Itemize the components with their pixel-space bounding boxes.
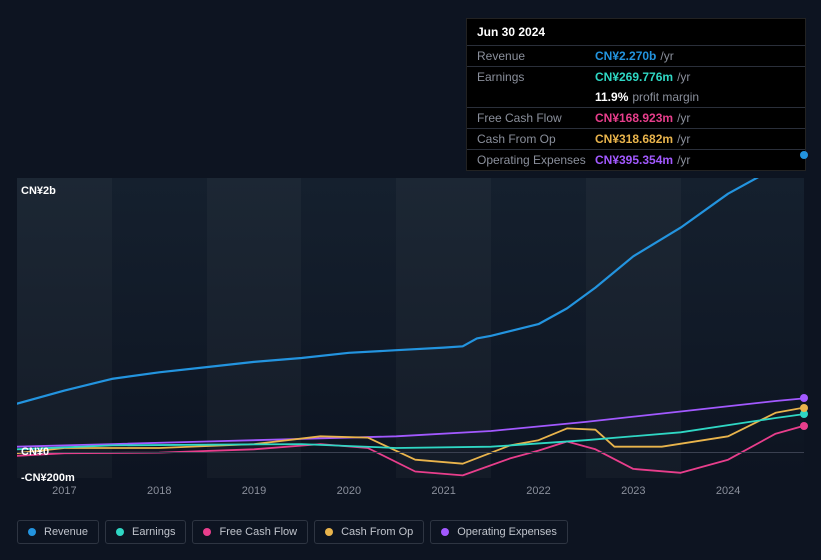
legend-label: Free Cash Flow — [219, 526, 297, 538]
y-axis-label: CN¥0 — [21, 446, 49, 458]
x-axis-label: 2022 — [526, 485, 550, 497]
tooltip-row-value: CN¥395.354m — [595, 153, 673, 167]
y-axis-label: CN¥2b — [21, 185, 56, 197]
legend-item-cash_from_op[interactable]: Cash From Op — [314, 520, 424, 544]
legend-dot-icon — [28, 528, 36, 536]
tooltip-rows: RevenueCN¥2.270b/yrEarningsCN¥269.776m/y… — [467, 45, 805, 170]
legend-label: Earnings — [132, 526, 175, 538]
tooltip-row-value: 11.9% — [595, 90, 628, 104]
x-axis-label: 2017 — [52, 485, 76, 497]
series-end-dot-cash_from_op — [800, 404, 808, 412]
x-axis-label: 2023 — [621, 485, 645, 497]
tooltip-row-suffix: /yr — [677, 70, 690, 84]
series-end-dot-revenue — [800, 151, 808, 159]
tooltip-row-label: Cash From Op — [477, 132, 595, 146]
tooltip-row-value: CN¥2.270b — [595, 49, 656, 63]
legend-item-earnings[interactable]: Earnings — [105, 520, 186, 544]
series-line-operating_expenses — [17, 398, 804, 446]
tooltip-row-suffix: profit margin — [632, 90, 699, 104]
legend-dot-icon — [116, 528, 124, 536]
series-line-revenue — [17, 178, 804, 404]
chart-lines — [17, 178, 804, 478]
legend-label: Operating Expenses — [457, 526, 557, 538]
x-axis-label: 2019 — [242, 485, 266, 497]
x-axis-label: 2020 — [337, 485, 361, 497]
data-tooltip: Jun 30 2024 RevenueCN¥2.270b/yrEarningsC… — [466, 18, 806, 171]
tooltip-row-suffix: /yr — [677, 132, 690, 146]
tooltip-row: RevenueCN¥2.270b/yr — [467, 45, 805, 66]
tooltip-row: 11.9% profit margin — [467, 87, 805, 107]
tooltip-row: Cash From OpCN¥318.682m/yr — [467, 128, 805, 149]
tooltip-row-label: Revenue — [477, 49, 595, 63]
legend-label: Revenue — [44, 526, 88, 538]
tooltip-row-suffix: /yr — [677, 111, 690, 125]
legend-dot-icon — [441, 528, 449, 536]
x-axis-label: 2024 — [716, 485, 740, 497]
series-line-free_cash_flow — [17, 426, 804, 476]
y-axis-label: -CN¥200m — [21, 472, 75, 484]
tooltip-row-label: Operating Expenses — [477, 153, 595, 167]
tooltip-row-value: CN¥168.923m — [595, 111, 673, 125]
tooltip-row: Operating ExpensesCN¥395.354m/yr — [467, 149, 805, 170]
tooltip-row-value: CN¥318.682m — [595, 132, 673, 146]
tooltip-row: EarningsCN¥269.776m/yr — [467, 66, 805, 87]
x-axis-label: 2021 — [431, 485, 455, 497]
x-axis-labels: 2017 2018 2019 2020 2021 2022 2023 2024 — [17, 485, 804, 500]
tooltip-row-label: Free Cash Flow — [477, 111, 595, 125]
legend-label: Cash From Op — [341, 526, 413, 538]
series-end-dot-free_cash_flow — [800, 422, 808, 430]
tooltip-row-label: Earnings — [477, 70, 595, 84]
chart-legend: Revenue Earnings Free Cash Flow Cash From O… — [17, 520, 568, 544]
tooltip-row-suffix: /yr — [660, 49, 673, 63]
tooltip-row-value: CN¥269.776m — [595, 70, 673, 84]
legend-item-revenue[interactable]: Revenue — [17, 520, 99, 544]
series-end-dot-operating_expenses — [800, 394, 808, 402]
tooltip-row-suffix: /yr — [677, 153, 690, 167]
legend-item-operating_expenses[interactable]: Operating Expenses — [430, 520, 568, 544]
zero-gridline — [17, 452, 804, 453]
tooltip-row: Free Cash FlowCN¥168.923m/yr — [467, 107, 805, 128]
legend-dot-icon — [203, 528, 211, 536]
x-axis-label: 2018 — [147, 485, 171, 497]
tooltip-row-label — [477, 90, 595, 104]
tooltip-date: Jun 30 2024 — [467, 19, 805, 45]
legend-dot-icon — [325, 528, 333, 536]
legend-item-free_cash_flow[interactable]: Free Cash Flow — [192, 520, 308, 544]
